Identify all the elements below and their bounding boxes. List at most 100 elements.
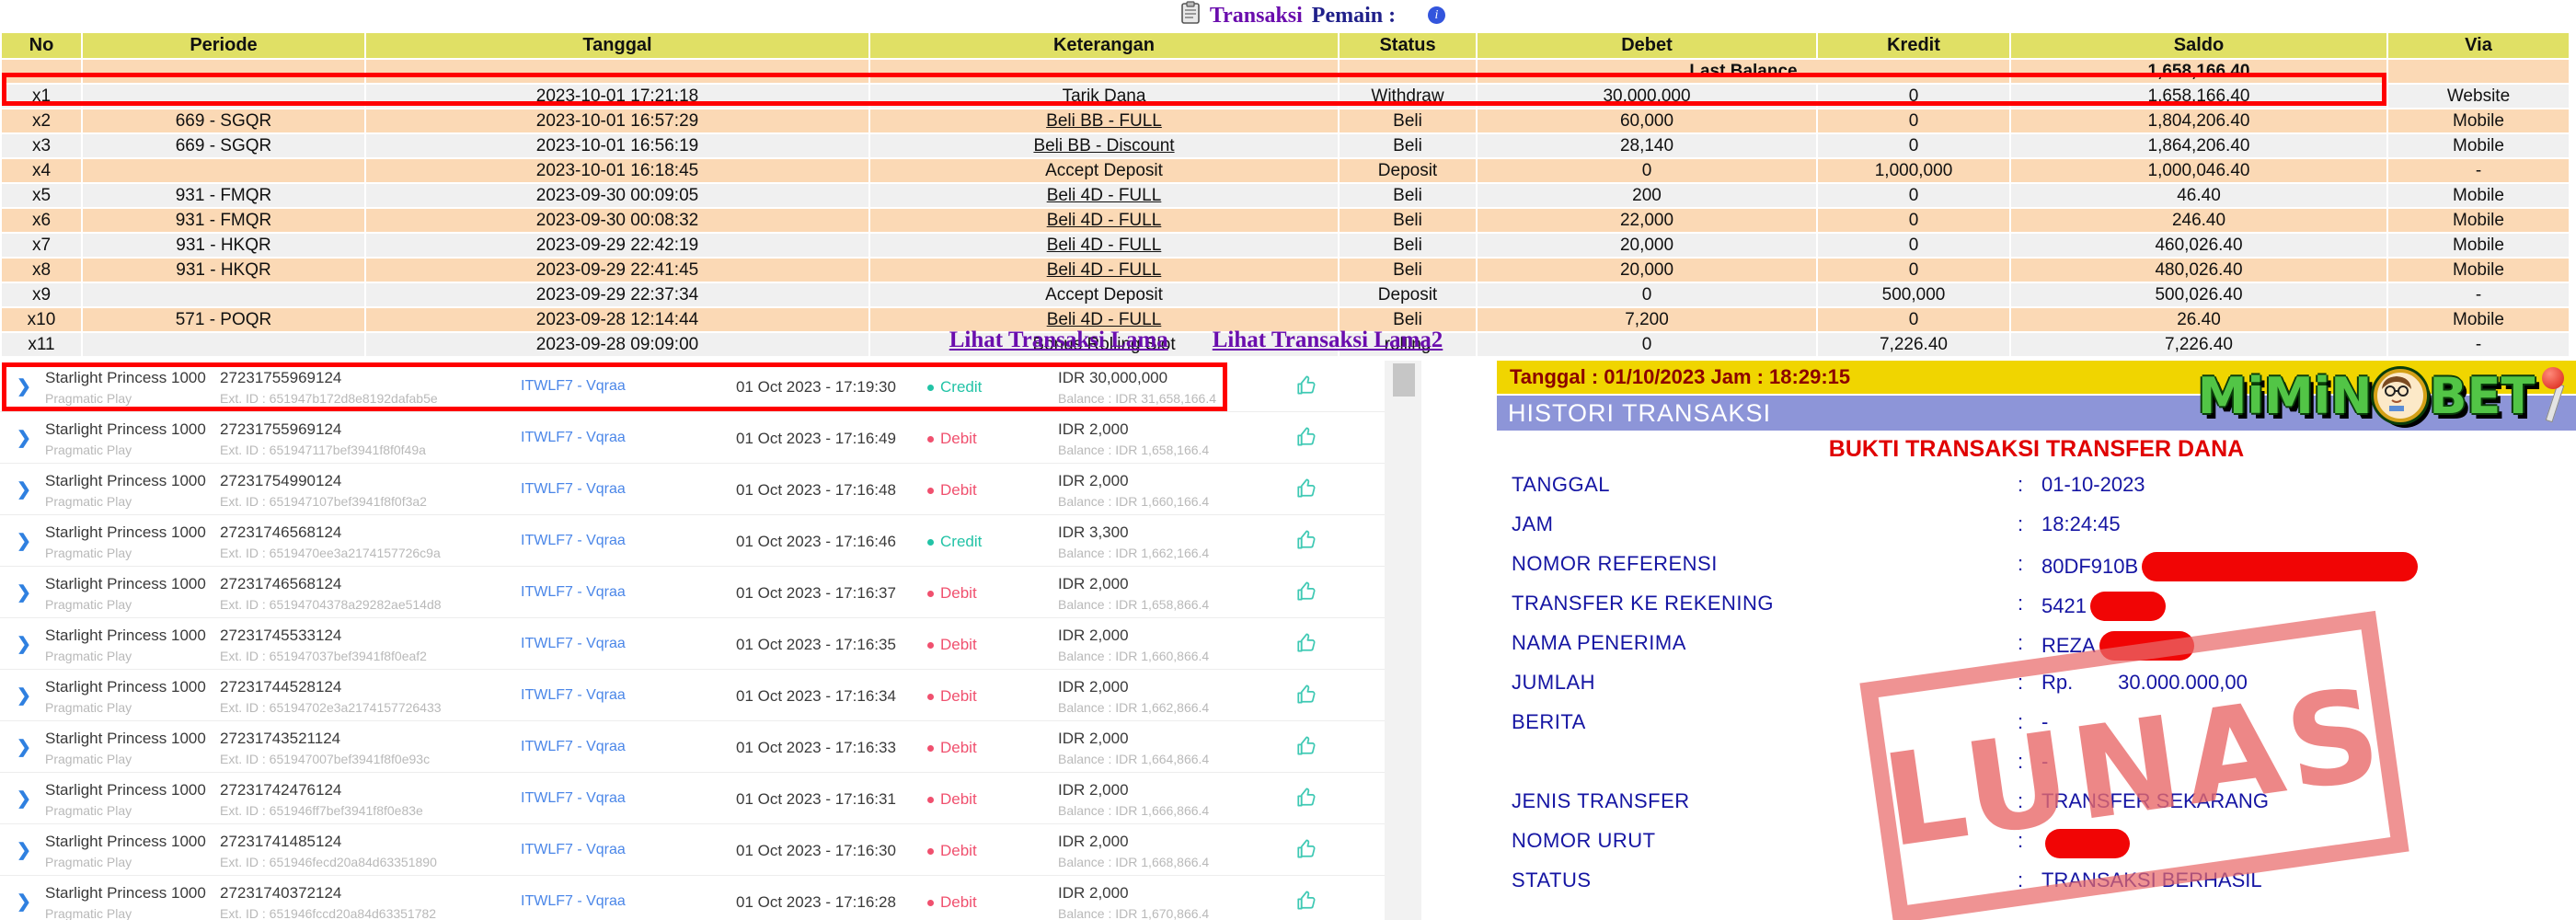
receipt-field-label: NOMOR URUT — [1512, 829, 1656, 853]
cell-status: Beli — [1340, 109, 1476, 132]
thumbs-up-icon[interactable] — [1295, 528, 1319, 557]
chevron-right-icon[interactable]: ❯ — [17, 531, 31, 552]
site-link[interactable]: ITWLF7 - Vqraa — [521, 430, 626, 446]
receipt-field-value: - — [2041, 710, 2048, 734]
chevron-right-icon[interactable]: ❯ — [17, 685, 31, 707]
game-datetime: 01 Oct 2023 - 17:16:48 — [736, 481, 896, 500]
site-link[interactable]: ITWLF7 - Vqraa — [521, 893, 626, 910]
game-provider: Pragmatic Play — [45, 443, 215, 457]
chevron-right-icon[interactable]: ❯ — [17, 840, 31, 861]
receipt-row: : - — [1497, 742, 2576, 782]
thumbs-up-icon[interactable] — [1295, 631, 1319, 660]
thumbs-up-icon[interactable] — [1295, 786, 1319, 814]
redaction-blob — [2099, 631, 2194, 661]
receipt-title: BUKTI TRANSAKSI TRANSFER DANA — [1497, 436, 2576, 463]
thumbs-up-icon[interactable] — [1295, 425, 1319, 454]
game-name: Starlight Princess 1000 — [45, 781, 215, 799]
receipt-field-label: BERITA — [1512, 710, 1586, 734]
site-link[interactable]: ITWLF7 - Vqraa — [521, 790, 626, 807]
thumbs-up-icon[interactable] — [1295, 477, 1319, 505]
chevron-right-icon[interactable]: ❯ — [17, 479, 31, 500]
game-transactions-panel: ❯ Starlight Princess 1000 Pragmatic Play… — [0, 361, 1385, 920]
debit-credit-label: Debit — [940, 481, 977, 500]
receipt-field-label: JAM — [1512, 512, 1554, 536]
game-transaction-id: 27231755969124 — [220, 420, 514, 439]
debit-credit-label: Debit — [940, 790, 977, 809]
game-provider: Pragmatic Play — [45, 546, 215, 560]
receipt-field-label: JUMLAH — [1512, 671, 1595, 695]
site-link[interactable]: ITWLF7 - Vqraa — [521, 687, 626, 704]
col-via: Via — [2388, 33, 2569, 58]
thumbs-up-icon[interactable] — [1295, 734, 1319, 763]
cell-keterangan[interactable]: Beli 4D - FULL — [870, 184, 1338, 207]
cell-saldo: 46.40 — [2011, 184, 2386, 207]
game-balance: Balance : IDR 1,666,866.4 — [1058, 803, 1288, 818]
cell-debet: 30,000,000 — [1478, 85, 1816, 108]
game-provider: Pragmatic Play — [45, 700, 215, 715]
debit-credit-badge: Debit — [927, 481, 977, 500]
thumbs-up-icon[interactable] — [1295, 683, 1319, 711]
thumbs-up-icon[interactable] — [1295, 374, 1319, 402]
receipt-field-value: 80DF910B — [2041, 555, 2138, 579]
site-link[interactable]: ITWLF7 - Vqraa — [521, 481, 626, 498]
old-transactions-links: Lihat Transaksi Lama Lihat Transaksi Lam… — [874, 328, 1518, 353]
game-name: Starlight Princess 1000 — [45, 678, 215, 696]
cell-debet: 60,000 — [1478, 109, 1816, 132]
link-lihat-transaksi-lama2[interactable]: Lihat Transaksi Lama2 — [1213, 328, 1443, 353]
title-transaksi: Transaksi — [1210, 4, 1303, 29]
cell-keterangan[interactable]: Beli BB - Discount — [870, 134, 1338, 157]
cell-kredit: 0 — [1818, 184, 2009, 207]
game-panel-scrollbar[interactable] — [1385, 361, 1421, 920]
site-link[interactable]: ITWLF7 - Vqraa — [521, 378, 626, 395]
cell-via: Mobile — [2388, 109, 2569, 132]
chevron-right-icon[interactable]: ❯ — [17, 788, 31, 810]
thumbs-up-icon[interactable] — [1295, 889, 1319, 917]
chevron-right-icon[interactable]: ❯ — [17, 376, 31, 397]
last-balance-label: Last Balance — [1478, 60, 2009, 83]
game-transaction-id: 27231743521124 — [220, 730, 514, 748]
receipt-colon: : — [2018, 473, 2023, 497]
cell-saldo: 460,026.40 — [2011, 234, 2386, 257]
chevron-right-icon[interactable]: ❯ — [17, 891, 31, 913]
chevron-right-icon[interactable]: ❯ — [17, 582, 31, 604]
site-link[interactable]: ITWLF7 - Vqraa — [521, 842, 626, 858]
cell-status: Beli — [1340, 184, 1476, 207]
debit-credit-label: Debit — [940, 584, 977, 603]
transaction-row: x6 931 - FMQR 2023-09-30 00:08:32 Beli 4… — [2, 209, 2569, 232]
thumbs-up-icon[interactable] — [1295, 837, 1319, 866]
last-balance-row: Last Balance 1,658,166.40 — [2, 60, 2569, 83]
site-link[interactable]: ITWLF7 - Vqraa — [521, 739, 626, 755]
game-provider: Pragmatic Play — [45, 391, 215, 406]
site-link[interactable]: ITWLF7 - Vqraa — [521, 584, 626, 601]
thumbs-up-icon[interactable] — [1295, 580, 1319, 608]
cell-saldo: 1,000,046.40 — [2011, 159, 2386, 182]
cell-periode — [83, 333, 364, 356]
game-provider: Pragmatic Play — [45, 752, 215, 766]
cell-saldo: 500,026.40 — [2011, 283, 2386, 306]
cell-periode — [83, 283, 364, 306]
chevron-right-icon[interactable]: ❯ — [17, 634, 31, 655]
game-transaction-row: ❯ Starlight Princess 1000 Pragmatic Play… — [0, 618, 1385, 670]
cell-tanggal: 2023-09-28 12:14:44 — [366, 308, 868, 331]
cell-saldo: 1,864,206.40 — [2011, 134, 2386, 157]
cell-keterangan[interactable]: Beli 4D - FULL — [870, 209, 1338, 232]
site-link[interactable]: ITWLF7 - Vqraa — [521, 636, 626, 652]
transaction-row: x1 2023-10-01 17:21:18 Tarik Dana Withdr… — [2, 85, 2569, 108]
cell-debet: 0 — [1478, 159, 1816, 182]
receipt-histori-text: HISTORI TRANSAKSI — [1508, 399, 1771, 428]
status-dot-icon — [927, 745, 934, 752]
info-icon[interactable]: i — [1428, 6, 1445, 24]
status-dot-icon — [927, 591, 934, 597]
cell-no: x8 — [2, 259, 81, 282]
chevron-right-icon[interactable]: ❯ — [17, 428, 31, 449]
site-link[interactable]: ITWLF7 - Vqraa — [521, 533, 626, 549]
receipt-field-value: 18:24:45 — [2041, 512, 2121, 536]
cell-kredit: 0 — [1818, 308, 2009, 331]
cell-keterangan[interactable]: Beli 4D - FULL — [870, 234, 1338, 257]
link-lihat-transaksi-lama[interactable]: Lihat Transaksi Lama — [949, 328, 1168, 353]
cell-keterangan[interactable]: Beli 4D - FULL — [870, 259, 1338, 282]
cell-keterangan[interactable]: Beli BB - FULL — [870, 109, 1338, 132]
scrollbar-thumb[interactable] — [1393, 363, 1415, 397]
cell-periode: 931 - HKQR — [83, 259, 364, 282]
chevron-right-icon[interactable]: ❯ — [17, 737, 31, 758]
